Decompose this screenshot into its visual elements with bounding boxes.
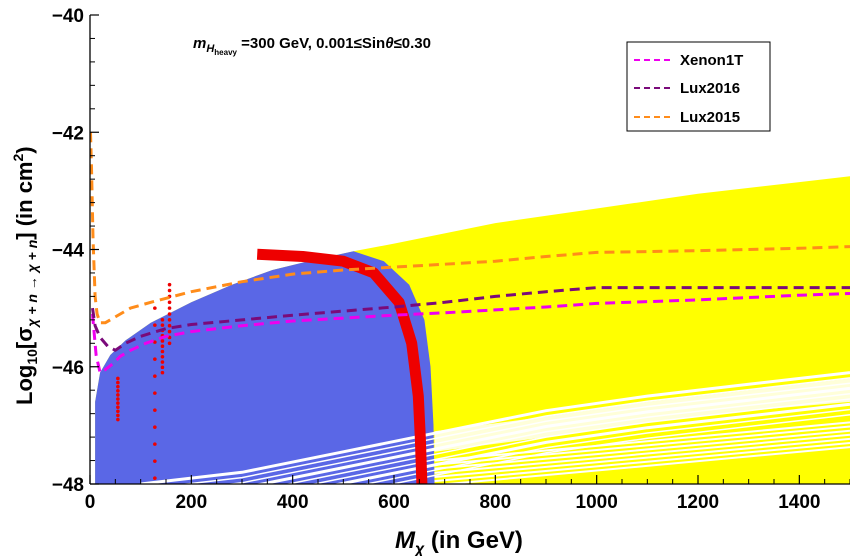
series-layer (90, 132, 850, 375)
legend-box (626, 41, 771, 132)
red-dot (167, 318, 172, 322)
red-dot (116, 405, 120, 410)
annot-theta: θ (385, 35, 394, 52)
red-dot (160, 344, 165, 349)
annot-m: m (193, 35, 206, 52)
red-dot (167, 288, 172, 293)
red-dot (153, 476, 157, 480)
white-band (434, 429, 850, 470)
x-tick-label: 400 (277, 492, 309, 513)
red-dot (116, 393, 120, 397)
legend: Xenon1T Lux2016 Lux2015 (626, 41, 771, 132)
legend-label-lux2015: Lux2015 (680, 109, 740, 126)
red-dot (167, 306, 172, 310)
red-dot (153, 408, 157, 412)
white-band (332, 402, 850, 484)
y-tick-label: −48 (52, 475, 84, 496)
y-title-unit: ] (in cm (12, 162, 37, 240)
red-dot (160, 370, 165, 375)
red-dot (153, 459, 157, 463)
x-tick-label: 200 (175, 492, 207, 513)
red-dot (153, 374, 157, 378)
red-band (256, 248, 428, 484)
y-tick-label: −40 (52, 6, 84, 27)
red-dot (116, 380, 120, 385)
y-title-base: 10 (24, 349, 40, 365)
red-dot (167, 312, 172, 316)
red-dot (116, 413, 120, 418)
red-dot (167, 329, 172, 334)
x-tick-label: 1200 (677, 492, 719, 513)
red-dot (116, 376, 120, 381)
x-title-symbol: M (395, 527, 416, 554)
annot-range: ≤0.30 (394, 35, 431, 52)
red-dot (160, 365, 165, 370)
annot-text: =300 GeV, 0.001≤Sin (237, 35, 385, 52)
white-gap-region (434, 378, 850, 452)
x-title-subscript: χ (413, 541, 425, 556)
red-dot (167, 300, 172, 305)
y-axis-title: Log10[σχ + n → χ + n] (in cm2) (10, 146, 40, 405)
x-tick-label: 1000 (576, 492, 618, 513)
red-dot (160, 318, 165, 322)
red-dot (153, 357, 157, 361)
legend-label-xenon1t: Xenon1T (680, 52, 743, 69)
annot-sub-h: H (206, 43, 215, 55)
y-title-subscript: χ + n → χ + n (24, 240, 40, 329)
red-dot (167, 341, 172, 346)
white-band (434, 437, 850, 478)
red-dot (160, 360, 165, 364)
white-band (434, 425, 850, 466)
series-lux2016 (91, 286, 850, 352)
regions-layer (95, 176, 850, 484)
legend-label-lux2016: Lux2016 (680, 80, 740, 97)
red-dot (167, 323, 172, 328)
white-band (434, 421, 850, 462)
red-dot (153, 306, 157, 310)
white-band (434, 442, 850, 483)
y-tick-label: −44 (52, 241, 85, 262)
white-band (434, 433, 850, 474)
red-dot (167, 282, 172, 287)
red-dot (116, 384, 120, 389)
white-band (310, 398, 850, 484)
red-dot (153, 340, 157, 344)
white-band (140, 371, 850, 484)
red-dot (160, 323, 165, 327)
axes-layer: 0 200 400 600 800 1000 1200 1400 −48 −46 −44 −42 −40 (52, 6, 850, 513)
x-tick-label: 0 (85, 492, 96, 513)
red-dot (116, 401, 120, 405)
red-dot (153, 425, 157, 429)
y-title-prefix: Log (12, 365, 37, 405)
y-tick-label: −46 (52, 358, 84, 379)
red-dot (116, 397, 120, 401)
x-title-unit: (in GeV) (424, 527, 523, 554)
red-dot (160, 354, 165, 359)
white-band (362, 408, 850, 484)
white-band (436, 446, 850, 484)
y-tick-label: −42 (52, 123, 84, 144)
red-dot (153, 442, 157, 446)
red-dot (153, 391, 157, 395)
y-title-close: ) (12, 146, 37, 153)
series-xenon1t (91, 292, 850, 375)
x-tick-label: 600 (378, 492, 410, 513)
red-dot (116, 417, 120, 422)
x-axis-title: Mχ (in GeV) (395, 527, 523, 556)
y-title-sup: 2 (10, 154, 26, 162)
red-dot (160, 349, 165, 354)
red-dot (116, 388, 120, 393)
annot-sub-heavy: heavy (214, 48, 237, 57)
red-dot (116, 409, 120, 414)
x-tick-label: 1400 (778, 492, 820, 513)
red-dot (153, 323, 157, 327)
red-dot (160, 339, 165, 343)
y-title-bracket: [σ (12, 327, 37, 349)
x-tick-label: 800 (479, 492, 511, 513)
plot-annotation: mHheavy =300 GeV, 0.001≤Sinθ≤0.30 (193, 35, 431, 57)
